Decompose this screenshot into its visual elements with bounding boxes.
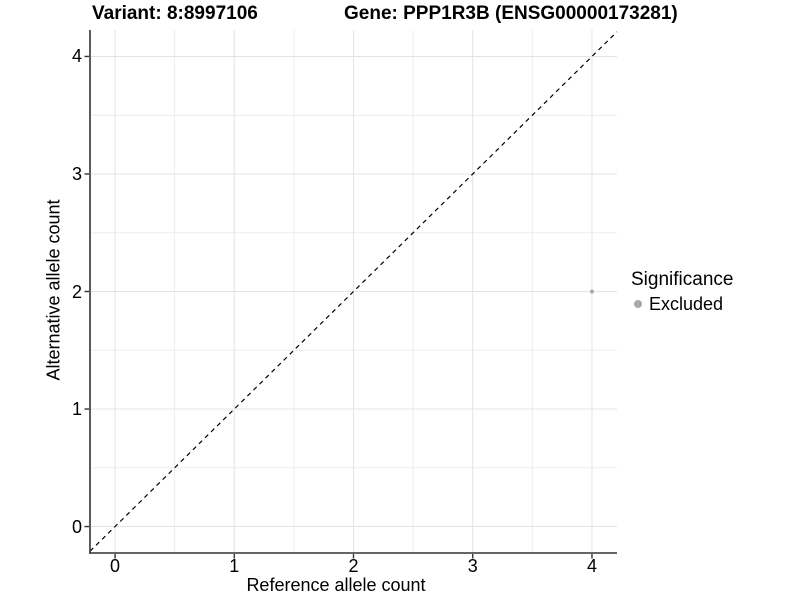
x-axis-title: Reference allele count [246, 575, 426, 595]
legend: Significance Excluded [631, 268, 733, 316]
y-tick-label: 0 [71, 516, 82, 537]
x-tick-label: 0 [110, 556, 121, 576]
x-tick-label: 4 [586, 556, 597, 576]
legend-entry-excluded: Excluded [631, 292, 733, 316]
y-tick-label: 1 [71, 399, 82, 420]
y-axis-title: Alternative allele count [43, 199, 64, 381]
y-tick-label: 2 [71, 281, 82, 302]
excluded-point-icon [634, 300, 642, 308]
identity-dashed-line [89, 31, 618, 552]
x-tick-label: 3 [467, 556, 478, 576]
y-tick-label: 3 [71, 163, 82, 184]
legend-entry-label: Excluded [649, 293, 724, 314]
data-point [589, 289, 594, 294]
x-tick-label: 1 [229, 556, 240, 576]
x-tick-label: 2 [348, 556, 359, 576]
gene-title: Gene: PPP1R3B (ENSG00000173281) [344, 3, 678, 24]
legend-title: Significance [631, 269, 734, 290]
variant-title: Variant: 8:8997106 [92, 3, 258, 24]
y-tick-label: 4 [71, 46, 82, 67]
